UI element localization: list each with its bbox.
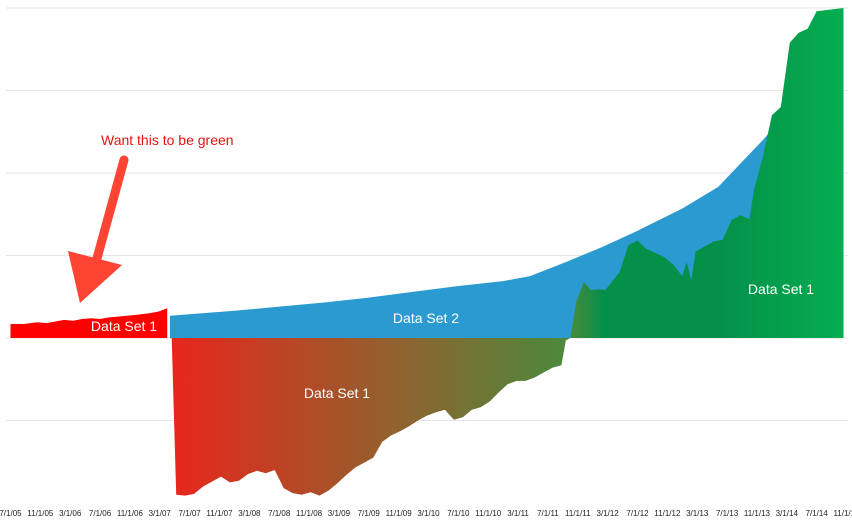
x-tick-label-21: 7/1/12 (626, 509, 649, 518)
area-data-set-1-late (570, 8, 844, 338)
x-tick-label-19: 11/1/11 (565, 509, 591, 518)
x-tick-label-11: 3/1/09 (328, 509, 351, 518)
annotation-text: Want this to be green (101, 132, 234, 148)
x-tick-label-23: 3/1/13 (686, 509, 709, 518)
x-tick-label-0: 7/1/05 (0, 509, 22, 518)
x-tick-label-24: 7/1/13 (716, 509, 739, 518)
series-label-set1-left: Data Set 1 (91, 318, 157, 334)
x-tick-label-9: 7/1/08 (268, 509, 291, 518)
x-tick-label-22: 11/1/12 (654, 509, 681, 518)
x-tick-label-6: 7/1/07 (179, 509, 202, 518)
x-tick-label-17: 3/1/11 (507, 509, 529, 518)
x-tick-label-10: 11/1/08 (296, 509, 323, 518)
x-tick-label-20: 3/1/12 (597, 509, 620, 518)
series-areas (10, 8, 844, 496)
x-tick-label-16: 11/1/10 (475, 509, 502, 518)
x-tick-label-12: 7/1/09 (358, 509, 381, 518)
annotation-arrow-shaft (91, 155, 129, 267)
x-tick-label-25: 11/1/13 (744, 509, 771, 518)
x-tick-label-4: 11/1/06 (117, 509, 144, 518)
series-label-set2: Data Set 2 (393, 310, 459, 326)
x-axis-tick-labels: 7/1/05 11/1/05 3/1/06 7/1/06 11/1/06 3/1/07 7/… (0, 509, 852, 518)
area-data-set-1-early (10, 308, 168, 338)
x-tick-label-27: 7/1/14 (806, 509, 829, 518)
x-tick-label-8: 3/1/08 (238, 509, 261, 518)
series-label-set1-right: Data Set 1 (748, 281, 814, 297)
annotation-arrow-head (68, 251, 122, 303)
x-tick-label-28: 11/1/14 (833, 509, 852, 518)
area-data-set-1-negative (171, 338, 571, 496)
annotation: Want this to be green (68, 132, 234, 303)
x-tick-label-14: 3/1/10 (417, 509, 440, 518)
x-tick-label-2: 3/1/06 (59, 509, 82, 518)
x-tick-label-26: 3/1/14 (776, 509, 799, 518)
x-tick-label-13: 11/1/09 (386, 509, 413, 518)
x-tick-label-15: 7/1/10 (447, 509, 470, 518)
x-tick-label-18: 7/1/11 (537, 509, 559, 518)
annotation-arrow (68, 155, 129, 303)
x-tick-label-5: 3/1/07 (149, 509, 172, 518)
x-tick-label-3: 7/1/06 (89, 509, 112, 518)
series-labels: Data Set 1 Data Set 2 Data Set 1 Data Se… (91, 281, 814, 401)
x-tick-label-1: 11/1/05 (27, 509, 54, 518)
x-tick-label-7: 11/1/07 (206, 509, 233, 518)
series-label-set1-bottom: Data Set 1 (304, 385, 370, 401)
